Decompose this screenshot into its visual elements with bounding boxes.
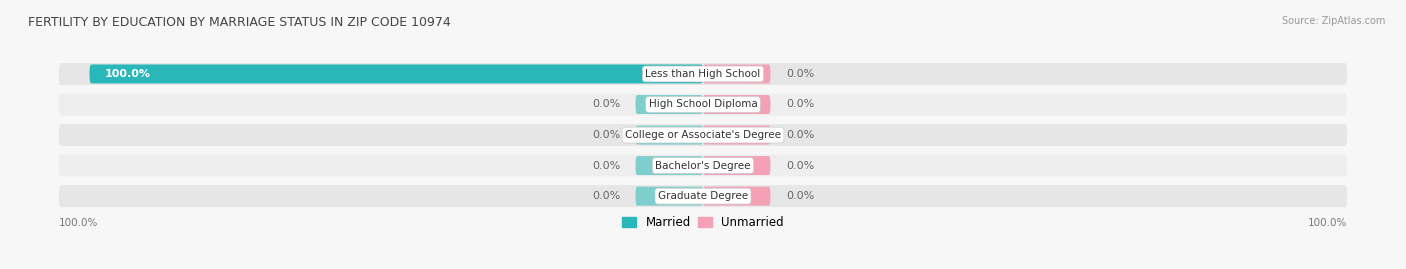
- Text: 0.0%: 0.0%: [786, 130, 814, 140]
- FancyBboxPatch shape: [703, 156, 770, 175]
- Text: 0.0%: 0.0%: [786, 161, 814, 171]
- Text: 100.0%: 100.0%: [59, 218, 98, 228]
- FancyBboxPatch shape: [636, 126, 703, 144]
- Text: 0.0%: 0.0%: [786, 191, 814, 201]
- FancyBboxPatch shape: [59, 94, 1347, 115]
- FancyBboxPatch shape: [636, 95, 703, 114]
- Text: FERTILITY BY EDUCATION BY MARRIAGE STATUS IN ZIP CODE 10974: FERTILITY BY EDUCATION BY MARRIAGE STATU…: [28, 16, 451, 29]
- FancyBboxPatch shape: [636, 187, 703, 206]
- FancyBboxPatch shape: [703, 65, 770, 83]
- FancyBboxPatch shape: [703, 126, 770, 144]
- Text: High School Diploma: High School Diploma: [648, 100, 758, 109]
- Text: Less than High School: Less than High School: [645, 69, 761, 79]
- Text: 0.0%: 0.0%: [592, 191, 620, 201]
- Text: 100.0%: 100.0%: [1308, 218, 1347, 228]
- Text: 0.0%: 0.0%: [786, 69, 814, 79]
- Text: 100.0%: 100.0%: [105, 69, 150, 79]
- Text: 0.0%: 0.0%: [592, 130, 620, 140]
- FancyBboxPatch shape: [703, 95, 770, 114]
- FancyBboxPatch shape: [59, 185, 1347, 207]
- FancyBboxPatch shape: [59, 63, 1347, 85]
- FancyBboxPatch shape: [703, 187, 770, 206]
- FancyBboxPatch shape: [59, 124, 1347, 146]
- Legend: Married, Unmarried: Married, Unmarried: [621, 216, 785, 229]
- FancyBboxPatch shape: [636, 156, 703, 175]
- Text: College or Associate's Degree: College or Associate's Degree: [626, 130, 780, 140]
- Text: Source: ZipAtlas.com: Source: ZipAtlas.com: [1281, 16, 1385, 26]
- Text: 0.0%: 0.0%: [592, 100, 620, 109]
- Text: Graduate Degree: Graduate Degree: [658, 191, 748, 201]
- FancyBboxPatch shape: [59, 155, 1347, 176]
- Text: 0.0%: 0.0%: [786, 100, 814, 109]
- Text: 0.0%: 0.0%: [592, 161, 620, 171]
- Text: Bachelor's Degree: Bachelor's Degree: [655, 161, 751, 171]
- FancyBboxPatch shape: [90, 65, 703, 83]
